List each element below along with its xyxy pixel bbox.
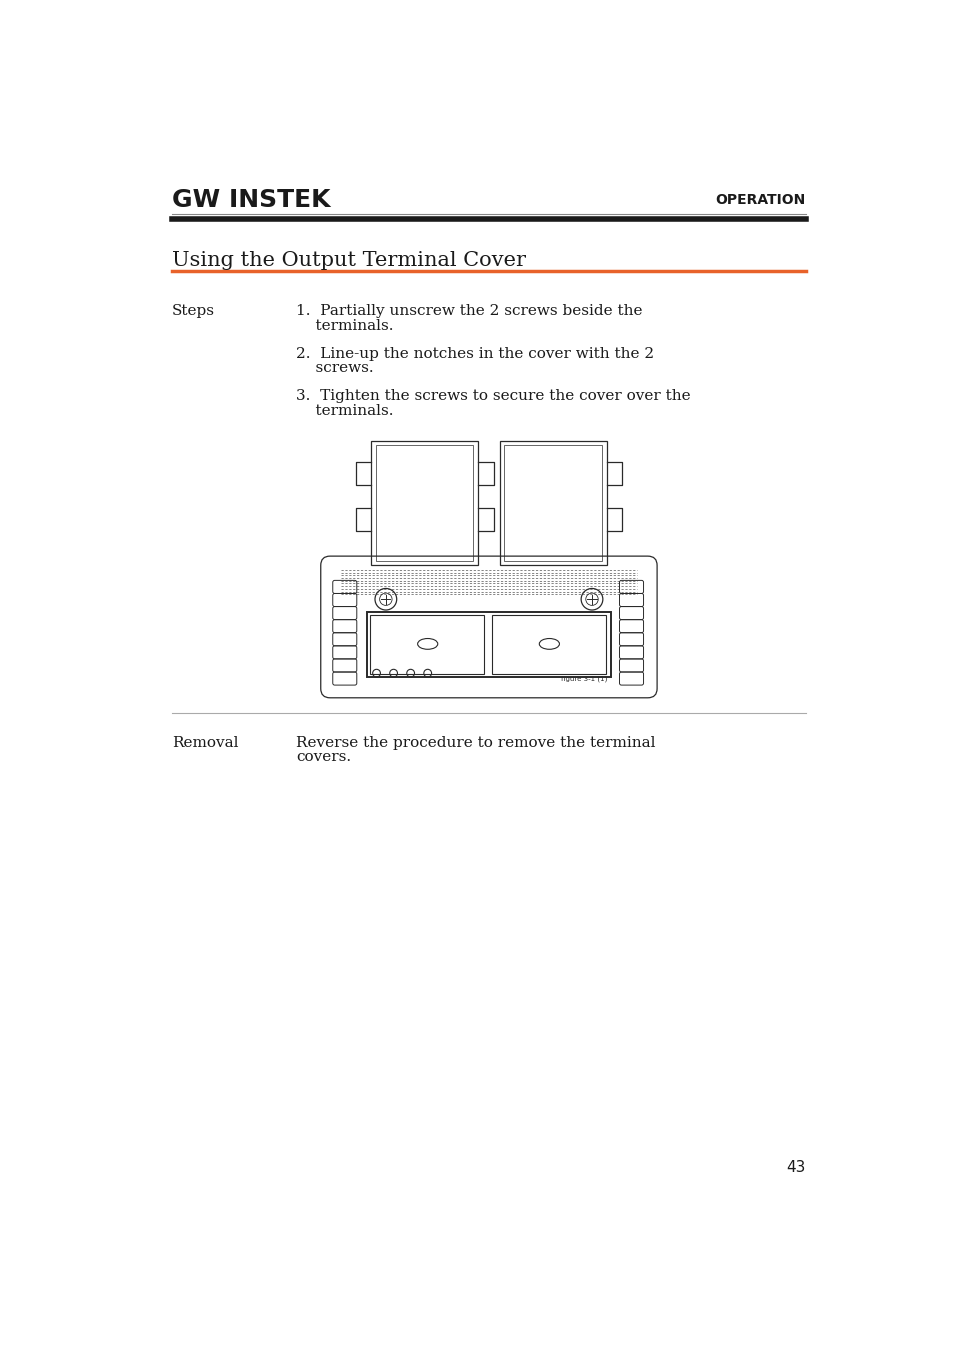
Text: Removal: Removal	[172, 735, 238, 750]
Text: Using the Output Terminal Cover: Using the Output Terminal Cover	[172, 251, 525, 270]
Text: terminals.: terminals.	[295, 318, 393, 333]
Bar	[371, 441, 477, 565]
Text: GW INSTEK: GW INSTEK	[172, 189, 330, 212]
Bar	[375, 445, 473, 561]
Text: covers.: covers.	[295, 750, 351, 764]
Text: Reverse the procedure to remove the terminal: Reverse the procedure to remove the term…	[295, 735, 655, 750]
Bar	[492, 615, 605, 674]
Text: 43: 43	[785, 1160, 805, 1175]
Text: 1.  Partially unscrew the 2 screws beside the: 1. Partially unscrew the 2 screws beside…	[295, 305, 641, 318]
Bar	[367, 611, 610, 677]
Text: OPERATION: OPERATION	[715, 193, 805, 208]
Bar	[370, 615, 484, 674]
Bar	[499, 441, 606, 565]
Bar	[504, 445, 601, 561]
Text: screws.: screws.	[295, 362, 374, 375]
Text: Steps: Steps	[172, 305, 214, 318]
Text: 2.  Line-up the notches in the cover with the 2: 2. Line-up the notches in the cover with…	[295, 347, 654, 360]
Text: terminals.: terminals.	[295, 403, 393, 418]
Text: 3.  Tighten the screws to secure the cover over the: 3. Tighten the screws to secure the cove…	[295, 389, 690, 403]
Text: figure 3-1 (1): figure 3-1 (1)	[560, 676, 607, 683]
